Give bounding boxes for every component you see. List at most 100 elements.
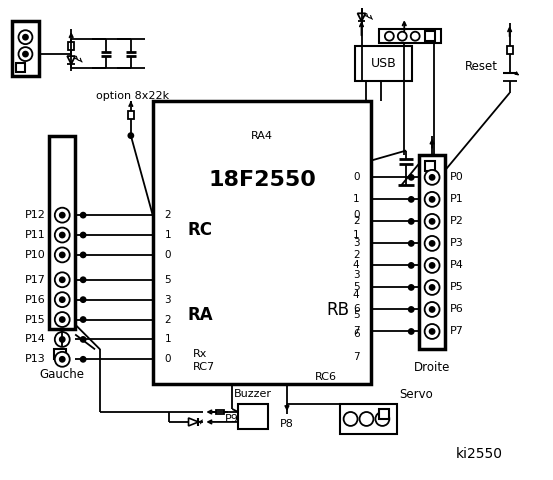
Text: 3: 3 [165, 295, 171, 305]
Circle shape [18, 47, 33, 61]
Text: P0: P0 [450, 172, 464, 182]
Circle shape [425, 258, 440, 273]
Text: USB: USB [371, 57, 397, 70]
Text: 1: 1 [353, 230, 359, 240]
Text: Gauche: Gauche [40, 368, 85, 381]
Circle shape [81, 252, 86, 257]
Circle shape [55, 248, 70, 263]
Bar [379, 29, 441, 43]
Text: RC6: RC6 [315, 372, 337, 382]
Circle shape [430, 219, 435, 224]
Circle shape [81, 232, 86, 238]
Circle shape [430, 307, 435, 312]
Text: P5: P5 [450, 282, 464, 292]
Text: P3: P3 [450, 239, 464, 249]
Circle shape [81, 357, 86, 362]
Text: P15: P15 [24, 314, 45, 324]
Circle shape [60, 337, 65, 342]
Circle shape [55, 228, 70, 242]
Circle shape [409, 219, 414, 224]
Circle shape [398, 32, 407, 41]
Text: 4: 4 [353, 261, 359, 270]
Text: 6: 6 [353, 304, 359, 314]
Circle shape [430, 285, 435, 290]
Circle shape [385, 32, 394, 41]
Text: 5: 5 [353, 282, 359, 292]
Text: 3: 3 [353, 239, 359, 249]
Bar [238, 404, 268, 429]
Bar [68, 42, 74, 50]
Circle shape [128, 133, 133, 138]
Text: 7: 7 [353, 326, 359, 336]
Bar [340, 404, 397, 434]
Bar [216, 409, 225, 415]
Circle shape [425, 280, 440, 295]
Text: 0: 0 [353, 172, 359, 182]
Circle shape [55, 292, 70, 307]
Circle shape [430, 197, 435, 202]
Text: P16: P16 [24, 295, 45, 305]
Circle shape [60, 357, 65, 362]
Circle shape [55, 332, 70, 347]
Text: 0: 0 [165, 354, 171, 364]
Circle shape [409, 241, 414, 246]
Circle shape [409, 197, 414, 202]
Text: P14: P14 [24, 335, 45, 345]
Text: P1: P1 [450, 194, 464, 204]
Circle shape [430, 329, 435, 334]
Text: 1: 1 [165, 230, 171, 240]
Text: 7: 7 [353, 352, 359, 362]
Circle shape [55, 312, 70, 327]
Circle shape [60, 277, 65, 282]
Text: P9: P9 [225, 414, 239, 424]
Bar [425, 31, 435, 41]
Text: P7: P7 [450, 326, 464, 336]
Text: Reset: Reset [465, 60, 498, 72]
Text: Buzzer: Buzzer [234, 389, 272, 399]
Circle shape [430, 175, 435, 180]
Text: 3: 3 [353, 270, 359, 280]
Circle shape [425, 170, 440, 185]
Text: P10: P10 [24, 250, 45, 260]
Text: 0: 0 [165, 250, 171, 260]
Circle shape [409, 263, 414, 268]
Text: 18F2550: 18F2550 [208, 170, 316, 191]
Bar [54, 349, 66, 360]
Circle shape [55, 352, 70, 367]
Text: P4: P4 [450, 261, 464, 270]
Circle shape [23, 51, 28, 57]
Text: 2: 2 [353, 250, 359, 260]
Circle shape [425, 192, 440, 207]
Text: 5: 5 [165, 275, 171, 285]
Circle shape [425, 302, 440, 317]
Text: 2: 2 [353, 216, 359, 227]
Bar [15, 63, 25, 72]
Bar [419, 156, 445, 349]
Circle shape [60, 232, 65, 238]
Circle shape [409, 329, 414, 334]
Text: RA: RA [187, 306, 213, 324]
Circle shape [18, 30, 33, 44]
Circle shape [411, 32, 420, 41]
Text: 1: 1 [165, 335, 171, 345]
Text: P2: P2 [450, 216, 464, 227]
Text: 2: 2 [165, 314, 171, 324]
Text: RC7: RC7 [192, 362, 215, 372]
Text: P13: P13 [24, 354, 45, 364]
Circle shape [81, 337, 86, 342]
Text: P6: P6 [450, 304, 464, 314]
Circle shape [81, 317, 86, 322]
Text: RA4: RA4 [251, 131, 273, 141]
Circle shape [81, 277, 86, 282]
Circle shape [55, 272, 70, 287]
Text: Servo: Servo [399, 388, 433, 401]
Circle shape [430, 241, 435, 246]
Bar [12, 21, 39, 76]
Text: P12: P12 [24, 210, 45, 220]
Text: Rx: Rx [192, 349, 207, 360]
Circle shape [359, 412, 373, 426]
Text: P11: P11 [24, 230, 45, 240]
Bar [128, 111, 134, 119]
Bar [507, 46, 513, 54]
Circle shape [60, 252, 65, 257]
